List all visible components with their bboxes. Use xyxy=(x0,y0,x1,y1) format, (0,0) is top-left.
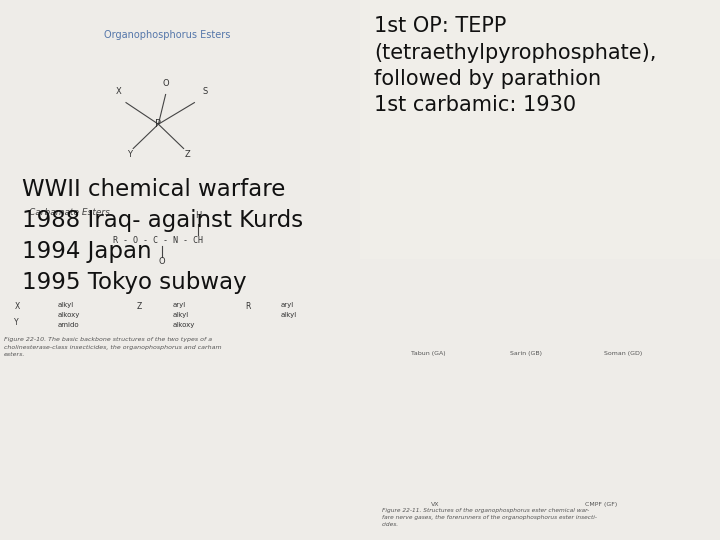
Text: alkyl
alkoxy
amido: alkyl alkoxy amido xyxy=(58,302,80,328)
Text: Organophosphorus Esters: Organophosphorus Esters xyxy=(104,30,231,40)
Text: aryl
alkyl: aryl alkyl xyxy=(281,302,297,319)
Text: Tabun (GA): Tabun (GA) xyxy=(411,351,446,356)
Text: O: O xyxy=(162,79,169,89)
Text: R - O - C - N - CH: R - O - C - N - CH xyxy=(114,236,204,245)
Text: Soman (GD): Soman (GD) xyxy=(603,351,642,356)
Text: WWII chemical warfare
1988 Iraq- against Kurds
1994 Japan
1995 Tokyo subway: WWII chemical warfare 1988 Iraq- against… xyxy=(22,178,302,294)
Text: H: H xyxy=(195,212,201,220)
Text: 1st OP: TEPP
(tetraethylpyrophosphate),
followed by parathion
1st carbamic: 1930: 1st OP: TEPP (tetraethylpyrophosphate), … xyxy=(374,16,657,116)
Text: CMPF (GF): CMPF (GF) xyxy=(585,502,617,507)
Text: X: X xyxy=(116,87,122,97)
Text: Carbamate Esters: Carbamate Esters xyxy=(29,208,109,217)
Text: VX: VX xyxy=(431,502,440,507)
Text: Figure 22-11. Structures of the organophosphorus ester chemical war-
fare nerve : Figure 22-11. Structures of the organoph… xyxy=(382,508,597,526)
Text: Sarin (GB): Sarin (GB) xyxy=(510,351,541,356)
Text: S: S xyxy=(202,87,208,97)
Text: O: O xyxy=(158,258,166,266)
Text: Figure 22-10. The basic backbone structures of the two types of a
cholinesterase: Figure 22-10. The basic backbone structu… xyxy=(4,338,221,356)
Text: R: R xyxy=(245,302,250,312)
Text: P: P xyxy=(156,119,161,129)
Text: Y: Y xyxy=(127,150,132,159)
Text: aryl
alkyl
alkoxy: aryl alkyl alkoxy xyxy=(173,302,195,328)
Bar xyxy=(360,0,720,259)
Text: X
Y: X Y xyxy=(14,302,19,327)
Text: Z: Z xyxy=(137,302,142,312)
Text: Z: Z xyxy=(184,150,190,159)
